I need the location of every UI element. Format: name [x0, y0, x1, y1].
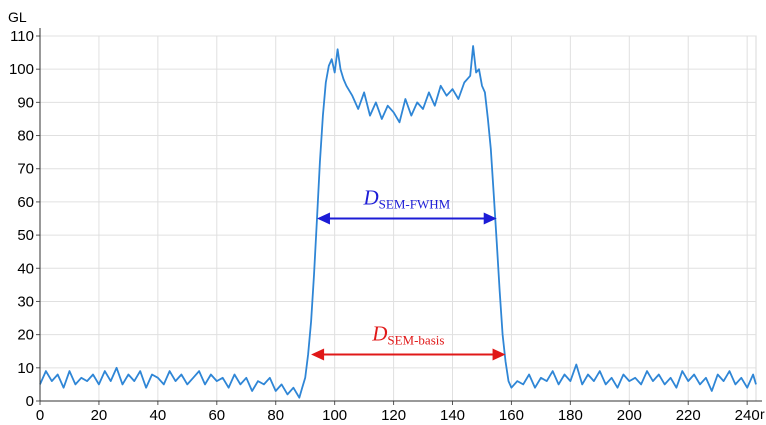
- arrow-head-right: [492, 348, 506, 361]
- y-tick-label: 60: [17, 194, 34, 211]
- annotation-sem-basis: DSEM-basis: [311, 322, 506, 361]
- annotation-sem-fwhm: DSEM-FWHM: [316, 186, 497, 225]
- x-tick-label: 20: [91, 407, 108, 424]
- y-tick-label: 20: [17, 327, 34, 344]
- x-tick-label: 100: [322, 407, 347, 424]
- x-tick-label: 240: [735, 407, 760, 424]
- x-tick-label: 180: [558, 407, 583, 424]
- y-tick-label: 90: [17, 94, 34, 111]
- annotation-label: DSEM-basis: [371, 322, 444, 348]
- y-tick-label: 50: [17, 227, 34, 244]
- arrow-head-left: [316, 212, 330, 225]
- series-line-0: [39, 45, 757, 399]
- arrow-head-left: [311, 348, 325, 361]
- y-tick-label: 40: [17, 260, 34, 277]
- x-tick-label: 80: [267, 407, 284, 424]
- arrow-head-right: [483, 212, 497, 225]
- x-tick-label: 120: [381, 407, 406, 424]
- annotation-symbol: D: [362, 186, 378, 210]
- annotation-label: DSEM-FWHM: [362, 186, 450, 212]
- annotation-subscript: SEM-basis: [387, 333, 444, 348]
- y-tick-label: 10: [17, 360, 34, 377]
- annotation-symbol: D: [371, 322, 387, 346]
- x-tick-label: 140: [440, 407, 465, 424]
- y-tick-label: 0: [26, 393, 34, 410]
- annotation-subscript: SEM-FWHM: [379, 197, 451, 212]
- y-tick-label: 110: [10, 28, 34, 45]
- x-tick-label: 60: [208, 407, 225, 424]
- series-layer: [39, 45, 757, 399]
- x-tick-label: 220: [676, 407, 701, 424]
- x-tick-label: 40: [150, 407, 167, 424]
- y-tick-label: 80: [17, 128, 34, 145]
- x-tick-label: 160: [499, 407, 524, 424]
- y-axis-title: GL: [8, 9, 27, 25]
- x-tick-label: 200: [617, 407, 642, 424]
- axes: 0 10 20 30 40 50 60 70 80 90 100 110 0 20 40 60 80 100 120…: [9, 28, 762, 424]
- y-tick-label: 70: [17, 161, 34, 178]
- y-tick-label: 100: [9, 61, 34, 78]
- y-tick-label: 30: [17, 293, 34, 310]
- x-axis-title: r: [760, 406, 765, 422]
- x-tick-label: 0: [36, 407, 44, 424]
